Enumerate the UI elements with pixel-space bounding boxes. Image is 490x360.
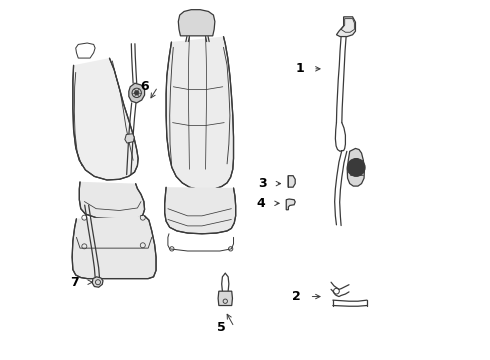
Polygon shape — [92, 277, 103, 287]
Polygon shape — [125, 134, 134, 143]
Polygon shape — [166, 37, 234, 190]
Text: 6: 6 — [140, 80, 149, 93]
Polygon shape — [129, 83, 145, 103]
Polygon shape — [165, 187, 236, 234]
Circle shape — [135, 91, 139, 95]
Polygon shape — [347, 148, 365, 186]
Circle shape — [347, 158, 365, 176]
Polygon shape — [218, 291, 232, 306]
Polygon shape — [337, 17, 355, 37]
Text: 1: 1 — [295, 62, 304, 75]
Polygon shape — [79, 182, 145, 219]
Text: 7: 7 — [71, 276, 79, 289]
Text: 3: 3 — [258, 177, 267, 190]
Polygon shape — [288, 176, 295, 187]
Polygon shape — [73, 58, 138, 180]
Text: 5: 5 — [217, 320, 225, 333]
Polygon shape — [178, 10, 215, 36]
Text: 4: 4 — [256, 197, 265, 210]
Text: 2: 2 — [292, 290, 300, 303]
Circle shape — [351, 163, 361, 172]
Polygon shape — [72, 216, 156, 279]
Polygon shape — [286, 199, 295, 210]
